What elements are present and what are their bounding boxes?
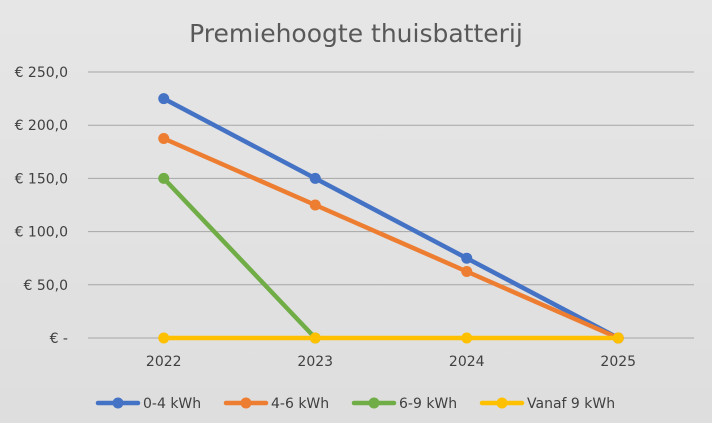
y-tick-label: € 100,0 <box>15 225 68 241</box>
legend-label: 4-6 kWh <box>271 396 329 412</box>
legend-swatch-marker <box>240 397 252 409</box>
data-point <box>158 332 170 344</box>
series-lines <box>158 93 624 344</box>
data-point <box>309 199 321 211</box>
data-point <box>158 172 170 184</box>
x-tick-label: 2022 <box>146 354 182 370</box>
y-axis-ticks: € - € 50,0 € 100,0 € 150,0 € 200,0 € 250,0 <box>15 65 68 347</box>
series-line <box>161 136 621 341</box>
x-axis-ticks: 2022 2023 2024 2025 <box>146 354 636 370</box>
data-point <box>461 332 473 344</box>
data-point <box>461 266 473 277</box>
y-tick-label: € - <box>50 331 68 347</box>
series-line <box>161 96 621 341</box>
legend-swatch-marker <box>368 397 380 409</box>
legend-swatch-marker <box>112 397 124 409</box>
legend-label: 0-4 kWh <box>143 396 201 412</box>
series-4-6-kwh <box>158 133 624 344</box>
data-point <box>461 252 473 264</box>
legend-swatch-marker <box>496 397 508 409</box>
legend-item: 4-6 kWh <box>223 396 329 412</box>
y-tick-label: € 250,0 <box>15 65 68 81</box>
x-tick-label: 2023 <box>297 354 333 370</box>
x-tick-label: 2025 <box>600 354 636 370</box>
gridlines <box>88 71 694 339</box>
legend-item: Vanaf 9 kWh <box>479 396 615 412</box>
legend-item: 6-9 kWh <box>351 396 457 412</box>
data-point <box>612 332 624 344</box>
y-tick-label: € 200,0 <box>15 118 68 134</box>
legend: 0-4 kWh 4-6 kWh 6-9 kWh Vanaf 9 kWh <box>95 396 615 412</box>
chart-title: Premiehoogte thuisbatterij <box>189 19 523 48</box>
x-tick-label: 2024 <box>449 354 485 370</box>
legend-label: 6-9 kWh <box>399 396 457 412</box>
data-point <box>158 133 170 144</box>
y-tick-label: € 50,0 <box>23 278 68 294</box>
series-vanaf-9-kwh <box>158 332 624 344</box>
data-point <box>309 332 321 344</box>
legend-item: 0-4 kWh <box>95 396 201 412</box>
data-point <box>309 172 321 184</box>
legend-label: Vanaf 9 kWh <box>527 396 615 412</box>
series-0-4-kwh <box>158 93 624 344</box>
series-line <box>161 176 318 341</box>
data-point <box>158 93 170 105</box>
y-tick-label: € 150,0 <box>15 171 68 187</box>
